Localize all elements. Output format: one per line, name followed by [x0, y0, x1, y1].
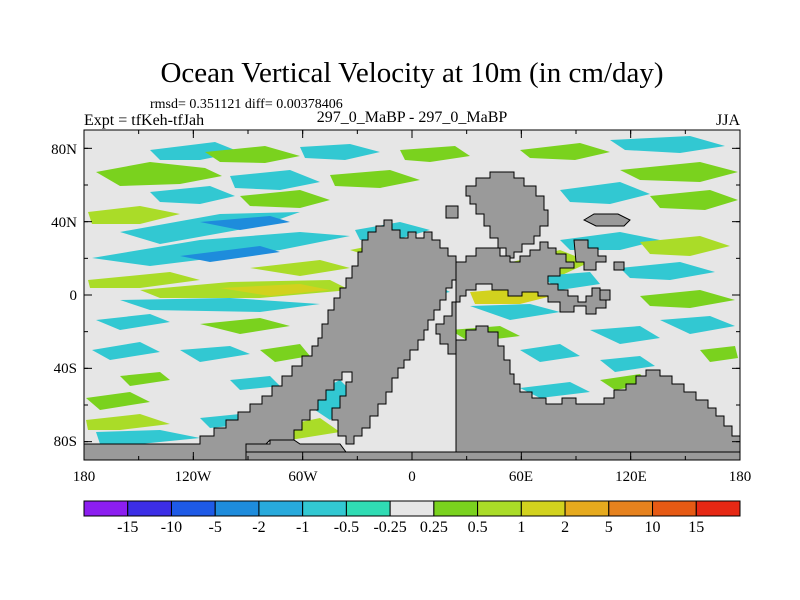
- y-tick-label: 40S: [54, 361, 77, 377]
- experiment-label: Expt = tfKeh-tfJah: [84, 112, 204, 129]
- x-tick-label: 180: [729, 469, 752, 485]
- colorbar-box: [346, 501, 390, 516]
- x-axis-labels: 180 120W 60W 0 60E 120E 180: [73, 469, 752, 485]
- colorbar-label: -2: [252, 519, 265, 536]
- colorbar-box: [609, 501, 653, 516]
- x-tick-label: 60E: [509, 469, 533, 485]
- colorbar-box: [171, 501, 215, 516]
- x-tick-label: 0: [408, 469, 416, 485]
- y-tick-label: 0: [70, 288, 78, 304]
- colorbar-box: [478, 501, 522, 516]
- colorbar-box: [128, 501, 172, 516]
- colorbar-label: -0.25: [373, 519, 406, 536]
- colorbar-label: -15: [117, 519, 138, 536]
- stats-label: rmsd= 0.351121 diff= 0.00378406: [150, 97, 343, 112]
- colorbar-label: -5: [209, 519, 222, 536]
- land-japan: [614, 262, 624, 270]
- colorbar-box: [390, 501, 434, 516]
- y-axis-labels: 80N 40N 0 40S 80S: [51, 142, 77, 450]
- chart: Ocean Vertical Velocity at 10m (in cm/da…: [0, 0, 800, 600]
- colorbar-box: [259, 501, 303, 516]
- colorbar-label: 0.5: [468, 519, 488, 536]
- colorbar-label: 0.25: [420, 519, 448, 536]
- colorbar-label: 15: [688, 519, 704, 536]
- colorbar-box: [434, 501, 478, 516]
- land-islands-sea: [600, 290, 610, 300]
- colorbar-box: [303, 501, 347, 516]
- x-tick-label: 120E: [615, 469, 647, 485]
- colorbar-box: [565, 501, 609, 516]
- colorbar-box: [696, 501, 740, 516]
- chart-title: Ocean Vertical Velocity at 10m (in cm/da…: [160, 57, 663, 89]
- colorbar-label: 2: [561, 519, 569, 536]
- season-label: JJA: [716, 112, 740, 129]
- colorbar-box: [521, 501, 565, 516]
- land-antarctica: [246, 452, 740, 460]
- x-tick-label: 60W: [288, 469, 318, 485]
- colorbar-label: 5: [605, 519, 613, 536]
- land-island-north: [446, 206, 458, 218]
- colorbar-label: -10: [161, 519, 182, 536]
- colorbar-box: [215, 501, 259, 516]
- x-tick-label: 180: [73, 469, 96, 485]
- colorbar: [84, 501, 740, 516]
- colorbar-box: [84, 501, 128, 516]
- colorbar-label: 10: [645, 519, 661, 536]
- colorbar-labels: -15 -10 -5 -2 -1 -0.5 -0.25 0.25 0.5 1 2 5 10 15: [117, 519, 704, 536]
- colorbar-label: -0.5: [334, 519, 359, 536]
- colorbar-box: [653, 501, 697, 516]
- colorbar-label: -1: [296, 519, 309, 536]
- x-tick-label: 120W: [175, 469, 213, 485]
- case-label: 297_0_MaBP - 297_0_MaBP: [317, 109, 508, 126]
- y-tick-label: 40N: [51, 215, 77, 231]
- y-tick-label: 80S: [54, 434, 77, 450]
- y-tick-label: 80N: [51, 142, 77, 158]
- colorbar-label: 1: [517, 519, 525, 536]
- map-area: [84, 130, 740, 460]
